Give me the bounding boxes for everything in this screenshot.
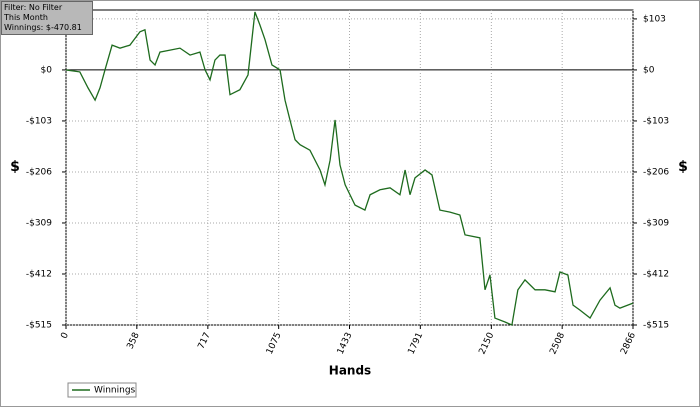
y-axis-label-right: $	[678, 159, 688, 175]
y-tick-label-right: -$103	[643, 116, 669, 126]
y-tick-label-right: -$515	[643, 321, 669, 331]
y-axis-label: $	[10, 159, 20, 175]
x-tick-label: 0	[59, 331, 71, 341]
x-axis-label: Hands	[329, 364, 371, 378]
y-tick-label: $0	[41, 65, 53, 75]
info-winnings: Winnings: $-470.81	[4, 23, 82, 32]
y-tick-label-right: $0	[643, 65, 655, 75]
y-tick-label: -$515	[26, 321, 52, 331]
legend-label: Winnings	[94, 386, 136, 396]
info-filter: Filter: No Filter	[4, 3, 63, 12]
y-tick-label-right: $103	[643, 14, 666, 24]
y-tick-label: -$206	[26, 167, 52, 177]
y-tick-label: -$309	[26, 218, 52, 228]
info-period: This Month	[4, 13, 48, 22]
legend	[67, 382, 137, 398]
y-tick-label-right: -$206	[643, 167, 669, 177]
y-tick-label-right: -$412	[643, 269, 669, 279]
y-tick-label: -$412	[26, 269, 52, 279]
y-tick-label-right: -$309	[643, 218, 669, 228]
y-tick-label: -$103	[26, 116, 52, 126]
info-box: Filter: No Filter This Month Winnings: $…	[1, 1, 93, 35]
series-line	[65, 11, 634, 326]
